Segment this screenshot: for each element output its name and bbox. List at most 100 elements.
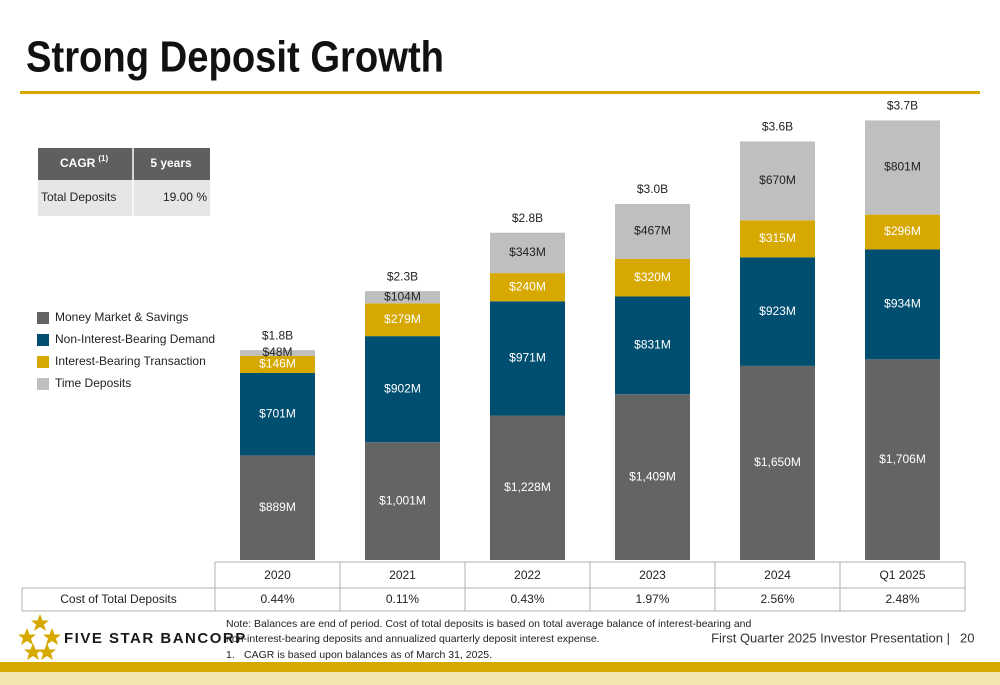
value-label: $296M <box>884 224 921 238</box>
bar-segment <box>865 359 940 560</box>
star <box>31 614 49 631</box>
value-label: $934M <box>884 297 921 311</box>
value-label: $902M <box>384 381 421 395</box>
legend-label: Interest-Bearing Transaction <box>55 354 206 368</box>
bar-segment <box>865 249 940 360</box>
bottom-stripe <box>0 662 1000 672</box>
slide-title: Strong Deposit Growth <box>26 33 444 82</box>
logo-text: FIVE STAR BANCORP <box>64 630 247 647</box>
footer: First Quarter 2025 Investor Presentation… <box>711 630 950 645</box>
value-label: $320M <box>634 270 671 284</box>
value-label: $1,409M <box>629 469 676 483</box>
bar-segment <box>490 301 565 416</box>
bar-segment <box>615 296 690 395</box>
bar-segment <box>740 141 815 221</box>
star <box>43 628 61 645</box>
value-label: $670M <box>759 173 796 187</box>
bar-segment <box>365 336 440 443</box>
total-label: $3.0B <box>637 182 668 196</box>
table-header-cell: CAGR (1) <box>60 154 108 170</box>
bar-segment <box>490 273 565 302</box>
value-label: $279M <box>384 312 421 326</box>
total-label: $2.3B <box>387 269 418 283</box>
value-label: $240M <box>509 279 546 293</box>
star <box>38 643 56 660</box>
value-label: $1,228M <box>504 480 551 494</box>
total-label: $3.7B <box>887 99 918 113</box>
logo: FIVE STAR BANCORP <box>18 614 247 660</box>
table-row-label: Cost of Total Deposits <box>60 592 177 606</box>
value-label: $889M <box>259 500 296 514</box>
bar-segment <box>615 394 690 560</box>
value-label: $1,001M <box>379 493 426 507</box>
value-label: $1,650M <box>754 455 801 469</box>
bottom-stripe-light <box>0 672 1000 685</box>
table-header-text: CAGR <box>60 156 96 170</box>
value-label: $701M <box>259 406 296 420</box>
footnote: CAGR is based upon balances as of March … <box>244 649 492 661</box>
x-tick-label: 2022 <box>514 568 541 582</box>
star <box>18 628 36 645</box>
legend-swatch <box>37 334 49 346</box>
x-tick-label: 2021 <box>389 568 416 582</box>
table-cell: 19.00 % <box>163 190 207 204</box>
bar-segment <box>365 303 440 337</box>
bar-segment <box>865 214 940 250</box>
value-label: $801M <box>884 160 921 174</box>
legend-swatch <box>37 356 49 368</box>
bar-segment <box>365 442 440 560</box>
note: Note: Balances are end of period. Cost o… <box>226 618 751 630</box>
value-label: $104M <box>384 289 421 303</box>
bar-segment <box>490 415 565 560</box>
bar-segment <box>615 258 690 297</box>
bar-segment <box>240 455 315 560</box>
value-label: $315M <box>759 231 796 245</box>
value-label: $923M <box>759 304 796 318</box>
table-cell: 0.44% <box>260 592 294 606</box>
value-label: $831M <box>634 338 671 352</box>
x-tick-label: 2023 <box>639 568 666 582</box>
page-number: 20 <box>960 630 974 645</box>
legend-label: Non-Interest-Bearing Demand <box>55 332 215 346</box>
x-tick-label: 2024 <box>764 568 791 582</box>
x-tick-label: Q1 2025 <box>879 568 925 582</box>
bar-segment <box>240 355 315 373</box>
title-rule <box>20 91 980 94</box>
bar-segment <box>365 291 440 304</box>
table-header <box>38 148 210 180</box>
bar-segment <box>740 220 815 258</box>
bar-segment <box>240 372 315 456</box>
value-label: $971M <box>509 351 546 365</box>
table-cell: 0.43% <box>510 592 544 606</box>
table-cell: 2.48% <box>885 592 919 606</box>
x-tick-label: 2020 <box>264 568 291 582</box>
total-label: $3.6B <box>762 120 793 134</box>
table-cell: 0.11% <box>386 592 419 606</box>
bar-segment <box>740 257 815 366</box>
bar-segment <box>740 365 815 560</box>
value-label: $467M <box>634 224 671 238</box>
legend-label: Money Market & Savings <box>55 310 188 324</box>
note: non-interest-bearing deposits and annual… <box>226 633 600 645</box>
bar-segment <box>490 232 565 274</box>
table-header-cell: 5 years <box>150 156 192 170</box>
value-label: $343M <box>509 245 546 259</box>
footnote-marker: 1. <box>226 649 235 661</box>
legend-swatch <box>37 312 49 324</box>
table-cell: 2.56% <box>760 592 794 606</box>
value-label: $146M <box>259 357 296 371</box>
legend-swatch <box>37 378 49 390</box>
table-cell: Total Deposits <box>41 190 116 204</box>
value-label: $48M <box>262 345 292 359</box>
table-header-note: (1) <box>98 154 108 163</box>
legend-label: Time Deposits <box>55 376 131 390</box>
star <box>24 643 42 660</box>
total-label: $2.8B <box>512 211 543 225</box>
bar-segment <box>615 203 690 259</box>
table-cell: 1.97% <box>635 592 669 606</box>
total-label: $1.8B <box>262 328 293 342</box>
bar-segment <box>240 350 315 356</box>
table-row <box>38 180 210 216</box>
bar-segment <box>865 120 940 215</box>
